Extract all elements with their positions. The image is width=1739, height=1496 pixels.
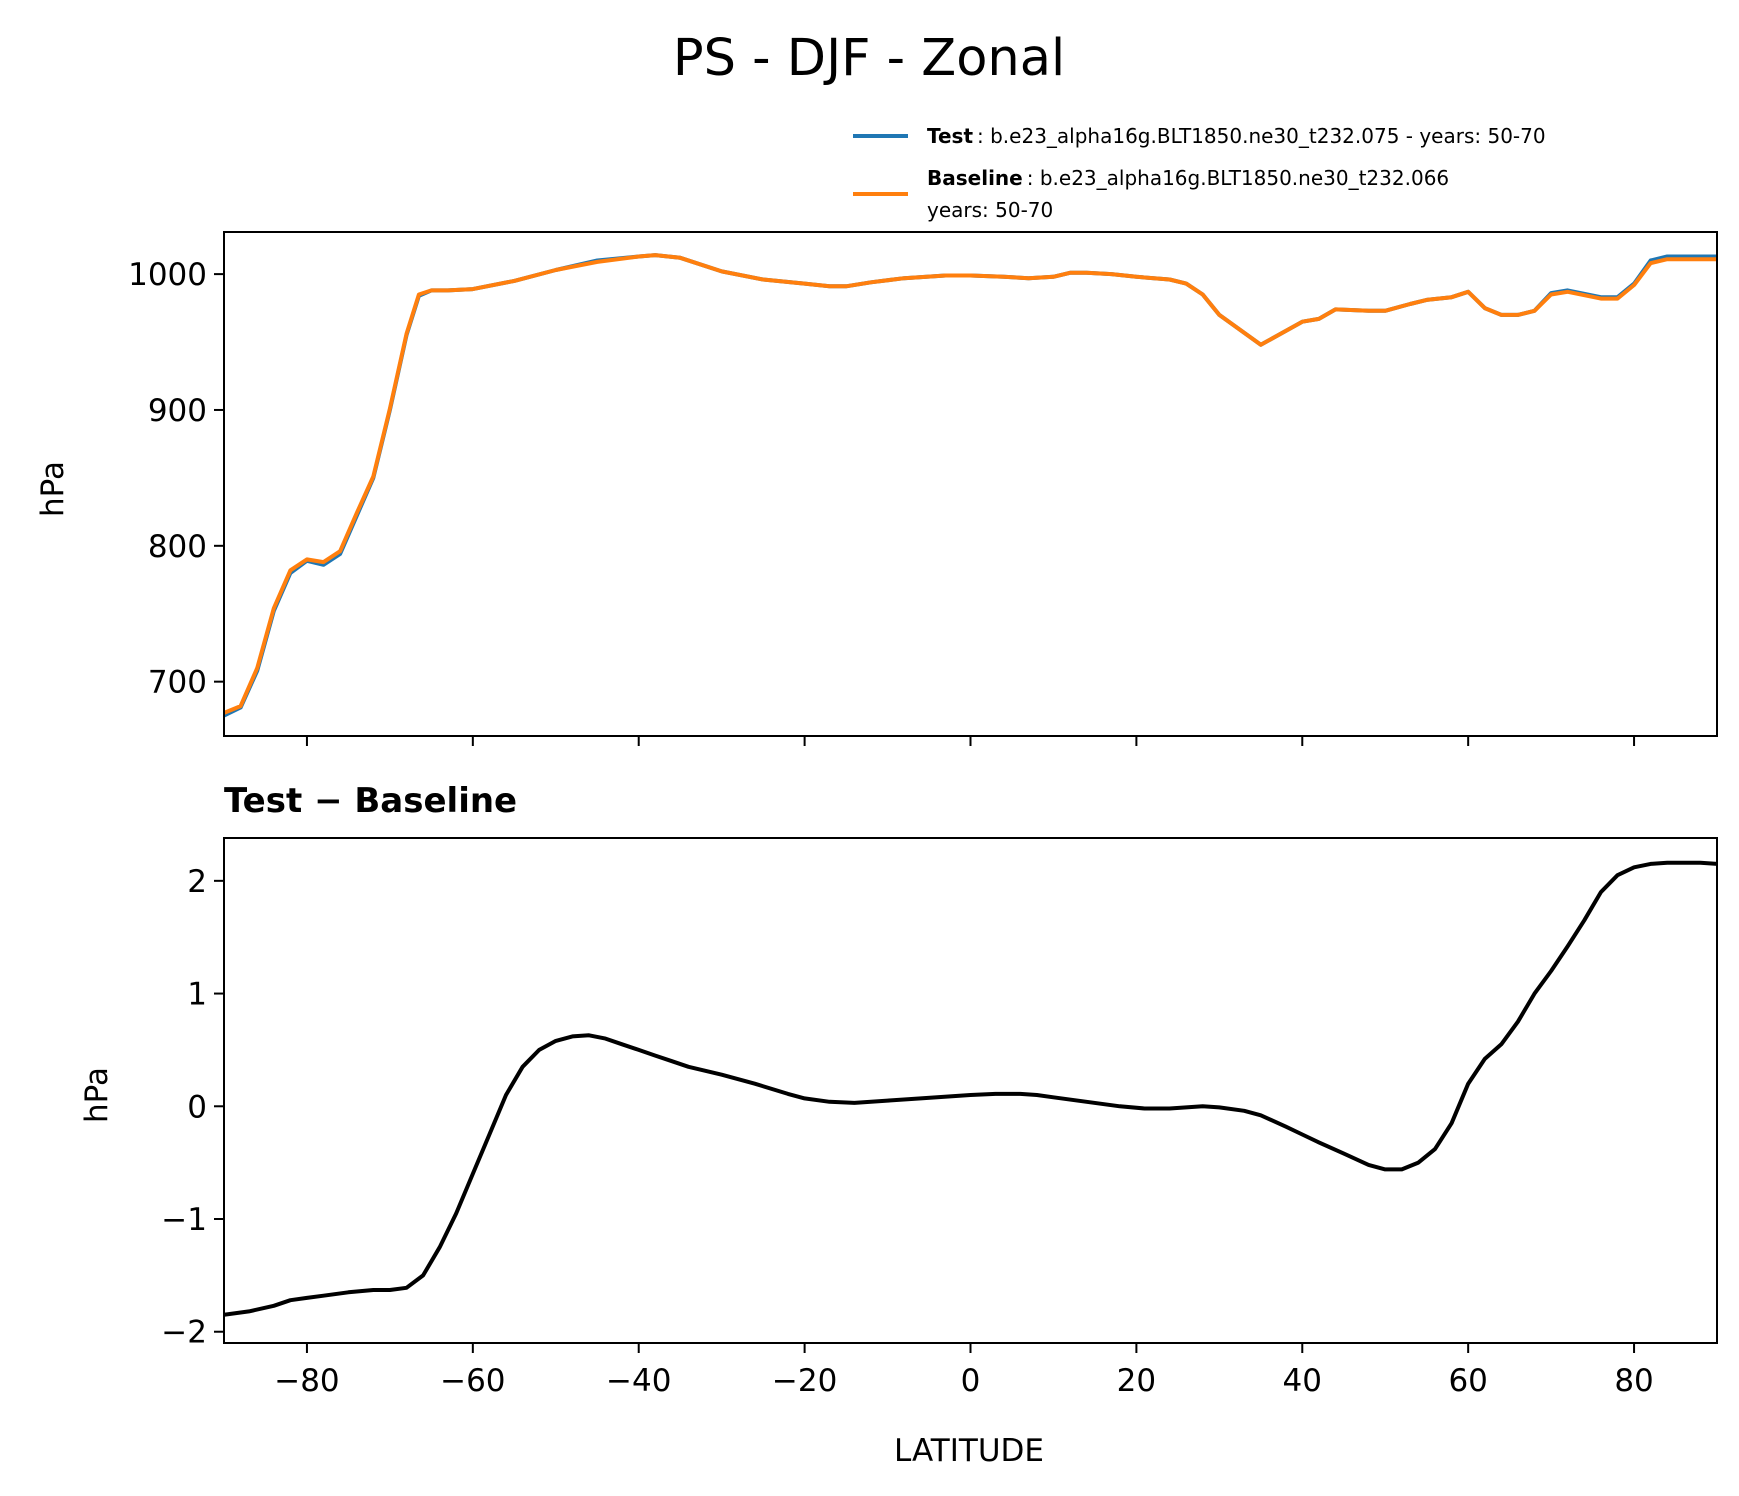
bottom-y-ticks: −2 −1 0 1 2 — [161, 864, 224, 1351]
top-series — [224, 253, 1717, 718]
y-tick-label: 900 — [148, 393, 207, 429]
y-tick-label: 1000 — [128, 257, 207, 293]
y-tick-label: 2 — [187, 864, 207, 900]
y-tick-label: 0 — [187, 1089, 207, 1125]
top-y-ticks: 700 800 900 1000 — [128, 257, 224, 701]
x-tick-label: 40 — [1283, 1363, 1322, 1399]
y-tick-label: 700 — [148, 665, 207, 701]
x-tick-label: 60 — [1448, 1363, 1487, 1399]
bottom-axes-title: Test − Baseline — [224, 781, 517, 821]
x-tick-label: 20 — [1117, 1363, 1156, 1399]
series-line-test — [224, 253, 1717, 718]
x-axis-label: LATITUDE — [894, 1433, 1044, 1469]
x-tick-label: −60 — [440, 1363, 505, 1399]
legend-baseline-label-line2: years: 50-70 — [927, 198, 1053, 222]
x-tick-label: 80 — [1614, 1363, 1653, 1399]
top-x-ticks — [305, 736, 1636, 746]
bottom-axes-frame — [223, 837, 1718, 1344]
legend-test-label: Test: b.e23_alpha16g.BLT1850.ne30_t232.0… — [927, 124, 1546, 148]
figure-title: PS - DJF - Zonal — [673, 29, 1065, 88]
series-line-baseline — [224, 253, 1717, 715]
series-line-test-baseline — [224, 860, 1717, 1317]
legend-baseline-label: Baseline: b.e23_alpha16g.BLT1850.ne30_t2… — [927, 166, 1449, 190]
y-tick-label: −2 — [161, 1315, 207, 1351]
y-tick-label: 800 — [148, 529, 207, 565]
legend: Test: b.e23_alpha16g.BLT1850.ne30_t232.0… — [853, 124, 1546, 222]
x-tick-label: 0 — [961, 1363, 981, 1399]
bottom-y-axis-label: hPa — [79, 1067, 115, 1123]
x-tick-label: −40 — [606, 1363, 671, 1399]
top-axes-frame — [223, 231, 1718, 737]
bottom-axes: Test − Baseline −2 −1 0 1 2 −80 −60 −40 −20 0 20 4… — [79, 781, 1718, 1469]
bottom-series — [224, 860, 1717, 1317]
top-y-axis-label: hPa — [35, 461, 71, 517]
x-tick-label: −20 — [772, 1363, 837, 1399]
bottom-x-ticks: −80 −60 −40 −20 0 20 40 60 80 — [274, 1343, 1654, 1399]
y-tick-label: 1 — [187, 977, 207, 1013]
x-tick-label: −80 — [274, 1363, 339, 1399]
top-axes: 700 800 900 1000 hPa — [35, 231, 1718, 746]
y-tick-label: −1 — [161, 1202, 207, 1238]
